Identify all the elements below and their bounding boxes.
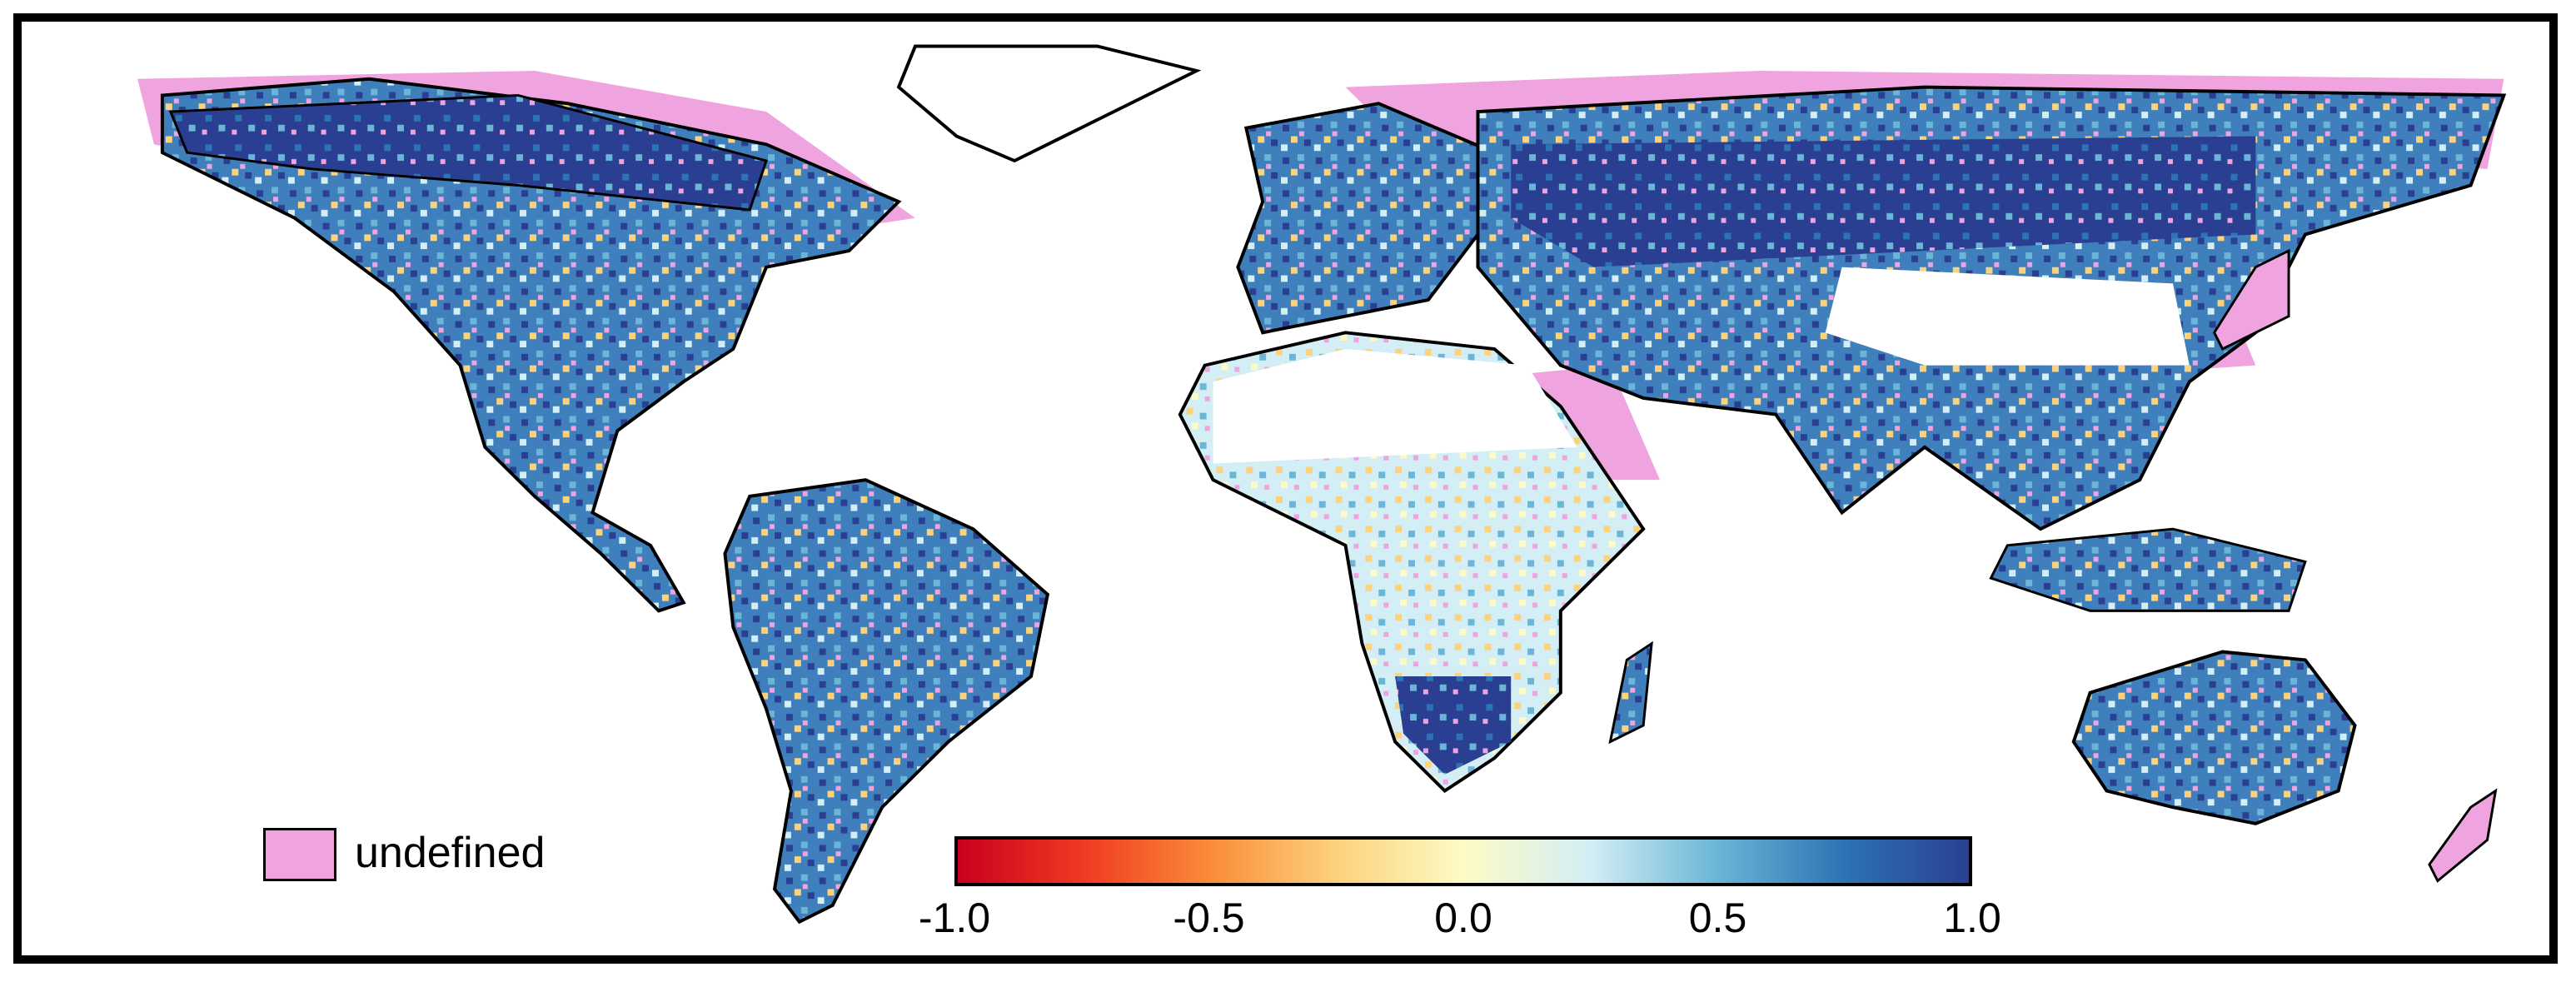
world-map — [137, 44, 2507, 925]
central-asia-desert — [1825, 267, 2190, 366]
undefined-legend-label: undefined — [355, 829, 546, 877]
new-zealand — [2428, 788, 2498, 883]
greenland — [896, 44, 1202, 163]
japan — [2212, 248, 2290, 351]
north-america — [160, 77, 902, 613]
colorbar-tick-label: -0.5 — [1173, 895, 1245, 941]
southern-africa — [1395, 675, 1512, 775]
sahara — [1213, 348, 1577, 464]
colorbar — [954, 836, 1972, 886]
indonesia — [1989, 527, 2307, 612]
map-frame: undefined -1.0 -0.5 0.0 0.5 1.0 — [13, 13, 2558, 964]
undefined-legend-swatch — [263, 828, 336, 881]
north-america-arctic — [168, 93, 769, 212]
siberia — [1511, 136, 2256, 267]
colorbar-tick-label: 1.0 — [1943, 895, 2001, 941]
colorbar-tick-label: 0.0 — [1434, 895, 1492, 941]
south-america — [723, 478, 1050, 925]
madagascar — [1608, 641, 1653, 745]
europe — [1236, 102, 1497, 335]
colorbar-tick-label: 0.5 — [1688, 895, 1747, 941]
colorbar-tick-label: -1.0 — [918, 895, 991, 941]
australia — [2071, 650, 2357, 825]
